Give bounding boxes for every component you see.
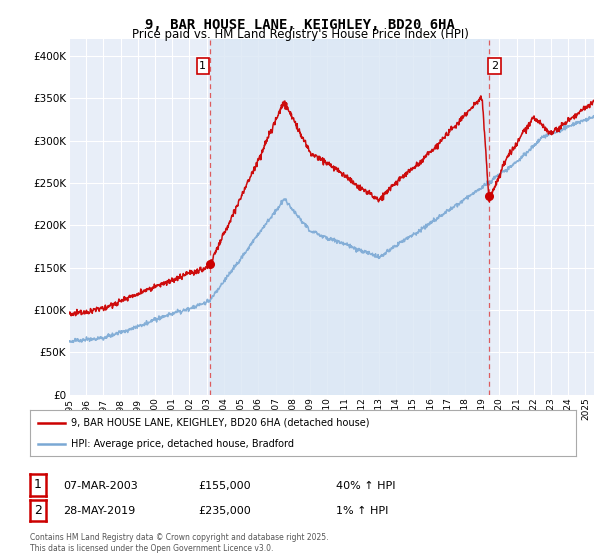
Text: 1: 1: [199, 61, 206, 71]
Text: 9, BAR HOUSE LANE, KEIGHLEY, BD20 6HA (detached house): 9, BAR HOUSE LANE, KEIGHLEY, BD20 6HA (d…: [71, 418, 370, 428]
Text: £235,000: £235,000: [198, 506, 251, 516]
Bar: [209, 39, 489, 395]
Text: Price paid vs. HM Land Registry's House Price Index (HPI): Price paid vs. HM Land Registry's House …: [131, 28, 469, 41]
Text: 28-MAY-2019: 28-MAY-2019: [63, 506, 135, 516]
Text: 9, BAR HOUSE LANE, KEIGHLEY, BD20 6HA: 9, BAR HOUSE LANE, KEIGHLEY, BD20 6HA: [145, 18, 455, 32]
Text: 40% ↑ HPI: 40% ↑ HPI: [336, 480, 395, 491]
Text: 2: 2: [34, 503, 42, 517]
Text: 07-MAR-2003: 07-MAR-2003: [63, 480, 138, 491]
Text: 1: 1: [34, 478, 42, 492]
Text: HPI: Average price, detached house, Bradford: HPI: Average price, detached house, Brad…: [71, 439, 294, 449]
Text: £155,000: £155,000: [198, 480, 251, 491]
Text: 1% ↑ HPI: 1% ↑ HPI: [336, 506, 388, 516]
Text: Contains HM Land Registry data © Crown copyright and database right 2025.
This d: Contains HM Land Registry data © Crown c…: [30, 534, 329, 553]
Text: 2: 2: [491, 61, 498, 71]
